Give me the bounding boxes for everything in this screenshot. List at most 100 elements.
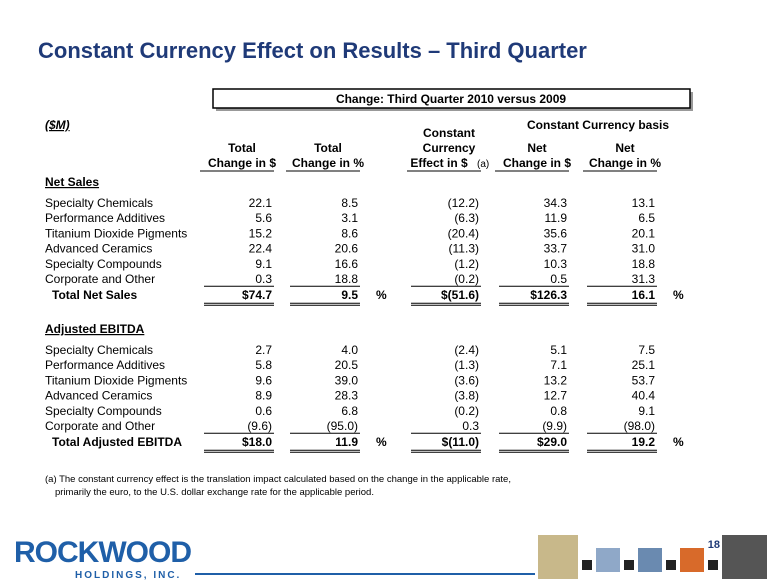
cell: 9.1	[255, 257, 272, 271]
image-tile	[638, 548, 662, 572]
total-cell: $18.0	[242, 435, 272, 449]
group-header: Constant Currency basis	[527, 118, 669, 132]
row-label: Specialty Compounds	[45, 257, 162, 271]
cell: 8.6	[341, 226, 358, 240]
total-label: Total Net Sales	[52, 288, 137, 302]
cell: 13.1	[632, 196, 656, 210]
percent-sign: %	[376, 288, 387, 302]
cell: (1.2)	[454, 257, 479, 271]
column-header: Net	[615, 141, 634, 155]
column-header: Effect in $	[410, 156, 468, 170]
total-cell: 19.2	[632, 435, 656, 449]
column-header: Total	[228, 141, 256, 155]
footnote: primarily the euro, to the U.S. dollar e…	[55, 487, 374, 498]
total-cell: 9.5	[341, 288, 358, 302]
row-label: Specialty Chemicals	[45, 343, 153, 357]
percent-sign: %	[673, 435, 684, 449]
cell: 5.1	[550, 343, 567, 357]
column-header: Change in $	[208, 156, 276, 170]
cell: 2.7	[255, 343, 272, 357]
column-header: Net	[527, 141, 546, 155]
cell: 7.5	[638, 343, 655, 357]
cell: 22.4	[249, 242, 273, 256]
row-label: Performance Additives	[45, 358, 165, 372]
cell: 13.2	[544, 373, 568, 387]
cell: 8.9	[255, 389, 272, 403]
logo-sub: HOLDINGS, INC.	[75, 570, 181, 581]
column-header: Total	[314, 141, 342, 155]
row-label: Performance Additives	[45, 211, 165, 225]
cell: 31.3	[632, 272, 656, 286]
row-label: Specialty Compounds	[45, 404, 162, 418]
cell: 0.5	[550, 272, 567, 286]
column-header: Change in $	[503, 156, 571, 170]
column-header: Change in %	[589, 156, 661, 170]
cell: 3.1	[341, 211, 358, 225]
cell: (95.0)	[327, 419, 358, 433]
cell: 20.1	[632, 226, 656, 240]
cell: (2.4)	[454, 343, 479, 357]
unit-label: ($M)	[45, 118, 70, 132]
cell: 28.3	[335, 389, 359, 403]
cell: 39.0	[335, 373, 359, 387]
cell: 4.0	[341, 343, 358, 357]
cell: 0.8	[550, 404, 567, 418]
cell: 9.6	[255, 373, 272, 387]
image-tile	[596, 548, 620, 572]
row-label: Advanced Ceramics	[45, 242, 152, 256]
percent-sign: %	[673, 288, 684, 302]
row-label: Titanium Dioxide Pigments	[45, 226, 187, 240]
cell: 8.5	[341, 196, 358, 210]
total-cell: $74.7	[242, 288, 272, 302]
total-cell: $(11.0)	[442, 435, 479, 449]
logo: ROCKWOOD HOLDINGS, INC.	[14, 536, 192, 581]
cell: 0.6	[255, 404, 272, 418]
cell: 31.0	[632, 242, 656, 256]
cell: (20.4)	[448, 226, 479, 240]
cell: 5.6	[255, 211, 272, 225]
row-label: Corporate and Other	[45, 272, 155, 286]
cell: (3.6)	[454, 373, 479, 387]
column-header: Change in %	[292, 156, 364, 170]
image-tile	[538, 535, 578, 579]
total-cell: $29.0	[537, 435, 567, 449]
cell: 0.3	[462, 419, 479, 433]
cell: 12.7	[544, 389, 568, 403]
cell: 20.6	[335, 242, 359, 256]
cell: (98.0)	[624, 419, 655, 433]
section-heading: Adjusted EBITDA	[45, 322, 145, 336]
cell: (6.3)	[454, 211, 479, 225]
cell: 35.6	[544, 226, 568, 240]
cell: 15.2	[249, 226, 273, 240]
cell: 6.8	[341, 404, 358, 418]
cell: 22.1	[249, 196, 273, 210]
logo-name: ROCKWOOD	[14, 536, 191, 569]
row-label: Corporate and Other	[45, 419, 155, 433]
section-heading: Net Sales	[45, 175, 99, 189]
image-tile	[582, 560, 592, 570]
cell: 40.4	[632, 389, 656, 403]
cell: 0.3	[255, 272, 272, 286]
cell: (12.2)	[448, 196, 479, 210]
row-label: Specialty Chemicals	[45, 196, 153, 210]
cell: (3.8)	[454, 389, 479, 403]
cell: (11.3)	[449, 242, 479, 256]
total-cell: 11.9	[335, 435, 358, 449]
cell: 5.8	[255, 358, 272, 372]
row-label: Titanium Dioxide Pigments	[45, 373, 187, 387]
banner: Change: Third Quarter 2010 versus 2009	[336, 92, 566, 106]
cell: 10.3	[544, 257, 568, 271]
image-tile	[722, 535, 767, 579]
cell: (9.6)	[247, 419, 272, 433]
image-tile	[708, 560, 718, 570]
title: Constant Currency Effect on Results – Th…	[38, 38, 587, 63]
cell: (9.9)	[542, 419, 567, 433]
cell: 18.8	[632, 257, 656, 271]
page-number: 18	[708, 539, 720, 551]
cell: 25.1	[632, 358, 656, 372]
image-tile	[680, 548, 704, 572]
cell: 33.7	[544, 242, 568, 256]
cell: 11.9	[545, 211, 568, 225]
cell: (0.2)	[454, 272, 479, 286]
cell: 16.6	[335, 257, 359, 271]
